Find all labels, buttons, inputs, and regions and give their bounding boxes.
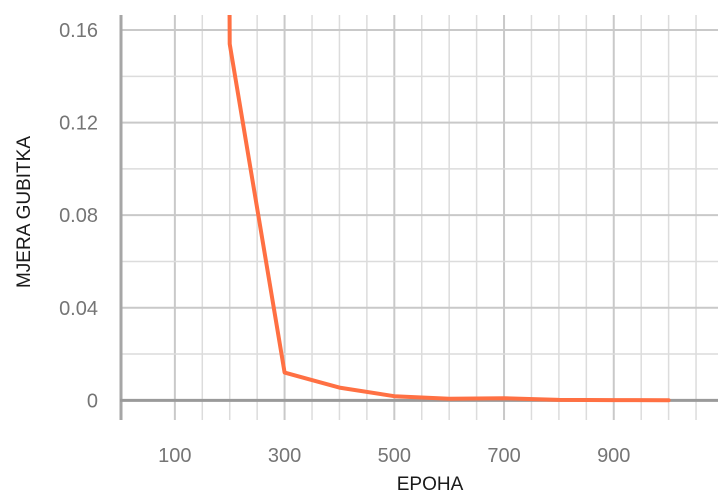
y-tick-label: 0.04	[59, 298, 98, 320]
grid	[120, 15, 718, 420]
x-axis-title: EPOHA	[397, 474, 464, 495]
y-tick-label: 0	[87, 390, 98, 412]
y-tick-label: 0.12	[59, 113, 98, 135]
x-tick-label: 900	[597, 445, 630, 467]
x-tick-label: 500	[378, 445, 411, 467]
x-tick-label: 300	[268, 445, 301, 467]
x-tick-label: 700	[487, 445, 520, 467]
series-layer	[227, 15, 671, 403]
y-tick-label: 0.08	[59, 205, 98, 227]
loss-series-line	[227, 15, 671, 403]
y-axis-title: MJERA GUBITKA	[14, 136, 35, 288]
tick-labels: 0 0.04 0.08 0.12 0.16 100 300 500 700 900	[59, 20, 630, 467]
y-tick-label: 0.16	[59, 20, 98, 42]
x-tick-label: 100	[158, 445, 191, 467]
